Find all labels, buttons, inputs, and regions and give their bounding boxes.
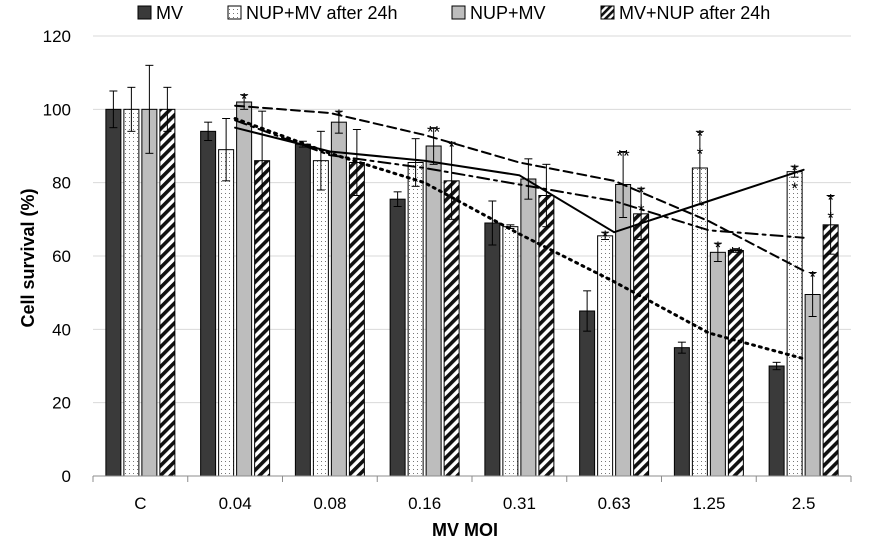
significance-mark: ** (729, 244, 743, 263)
bar (822, 224, 839, 477)
bar (159, 108, 176, 477)
significance-mark: * (241, 90, 248, 109)
y-tick-label: 40 (52, 320, 71, 339)
legend-swatch (227, 5, 242, 20)
x-tick-label: 0.08 (313, 494, 346, 513)
bar (348, 162, 365, 477)
bar (105, 108, 122, 477)
y-tick-label: 120 (43, 27, 71, 46)
x-tick-label: C (134, 494, 146, 513)
significance-mark: ** (697, 126, 704, 163)
bar (312, 160, 329, 477)
x-tick-label: 1.25 (692, 494, 725, 513)
legend: MV NUP+MV after 24h NUP+MV MV+NUP after 24h (137, 3, 770, 23)
bar (691, 167, 708, 477)
legend-swatch (137, 5, 152, 20)
significance-mark: ** (617, 147, 631, 166)
bar (294, 143, 311, 477)
bar (727, 250, 744, 477)
significance-mark: ** (427, 123, 441, 142)
y-tick-label: 0 (62, 467, 71, 486)
bar (407, 162, 424, 477)
bar (804, 294, 821, 477)
bar (520, 178, 537, 477)
bar (633, 213, 650, 477)
trendline (234, 104, 805, 272)
y-tick-label: 80 (52, 174, 71, 193)
significance-mark: * (809, 268, 816, 287)
bar (123, 108, 140, 477)
bar (538, 195, 555, 477)
bar (709, 251, 726, 477)
significance-mark: * (336, 106, 343, 125)
bar (330, 121, 347, 477)
legend-label: NUP+MV after 24h (246, 3, 398, 23)
y-tick-label: 100 (43, 100, 71, 119)
significance-mark: ** (827, 191, 834, 228)
bars (105, 101, 839, 477)
bar (200, 130, 217, 477)
significance-mark: ** (791, 161, 798, 198)
legend-label: MV (156, 3, 183, 23)
bar (768, 365, 785, 477)
error-bars (109, 64, 835, 371)
y-tick-label: 20 (52, 394, 71, 413)
axes: 0 20 40 60 80 100 120 C 0.04 0.08 0.16 0.31 0.63 1.25… (43, 27, 852, 513)
x-tick-label: 0.04 (219, 494, 252, 513)
bar (673, 347, 690, 477)
bar (389, 198, 406, 477)
significance-mark: * (448, 137, 455, 156)
x-tick-label: 0.63 (598, 494, 631, 513)
y-tick-label: 60 (52, 247, 71, 266)
significance-mark: ** (638, 183, 645, 220)
bar (579, 310, 596, 477)
legend-swatch (451, 5, 466, 20)
bar (484, 222, 501, 477)
significance-marks: ** ** *********** **** * (241, 90, 835, 287)
x-tick-label: 0.16 (408, 494, 441, 513)
legend-swatch (600, 5, 615, 20)
y-axis-title: Cell survival (%) (18, 188, 38, 327)
bar (502, 226, 519, 477)
bar (236, 101, 253, 477)
x-tick-label: 2.5 (792, 494, 816, 513)
trendline (234, 119, 805, 239)
x-tick-label: 0.31 (503, 494, 536, 513)
legend-label: NUP+MV (470, 3, 546, 23)
significance-mark: * (715, 238, 722, 257)
bar (443, 180, 460, 477)
bar (786, 171, 803, 477)
legend-label: MV+NUP after 24h (619, 3, 770, 23)
bar (218, 149, 235, 477)
bar (141, 108, 158, 477)
trendlines (233, 104, 806, 361)
x-axis-title: MV MOI (432, 520, 498, 540)
bar (597, 235, 614, 477)
trendline (234, 126, 805, 234)
trendline (233, 117, 806, 361)
bar (425, 145, 442, 477)
significance-mark: * (602, 227, 609, 246)
